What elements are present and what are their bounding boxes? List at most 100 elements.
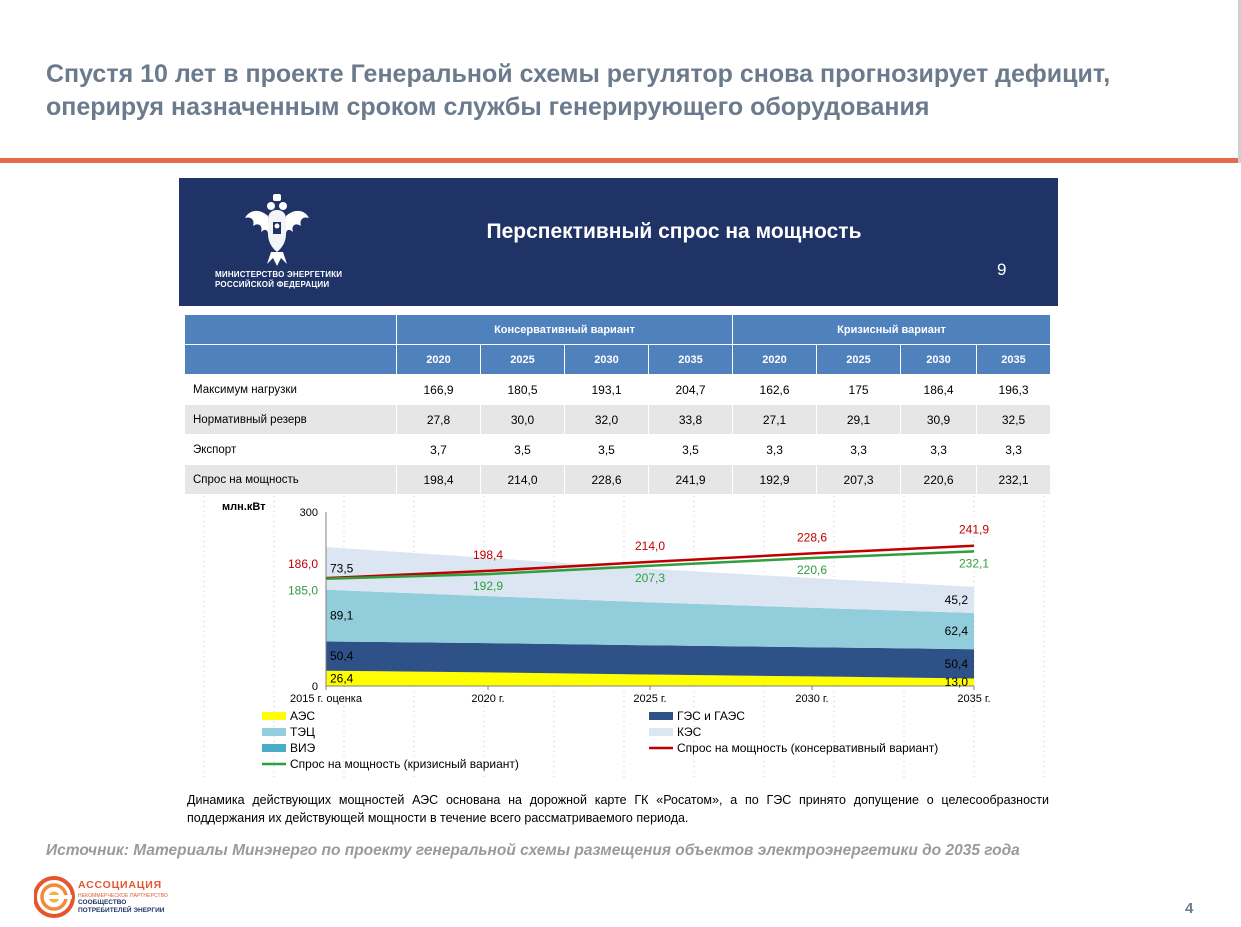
association-logo-icon [34, 876, 75, 918]
area-end-label: 45,2 [945, 593, 969, 607]
x-tick-label: 2030 г. [795, 693, 828, 705]
y-tick-label: 300 [300, 507, 318, 519]
area-series [326, 589, 974, 650]
year-header: 2020 [732, 344, 818, 375]
table-cell: 228,6 [564, 464, 649, 495]
ministry-line1: МИНИСТЕРСТВО ЭНЕРГЕТИКИ [215, 270, 343, 279]
embedded-slide: МИНИСТЕРСТВО ЭНЕРГЕТИКИ РОССИЙСКОЙ ФЕДЕР… [179, 178, 1058, 836]
table-cell: 193,1 [564, 374, 649, 405]
table-group-header-row: Консервативный вариант Кризисный вариант [184, 314, 1052, 345]
table-cell: 186,4 [900, 374, 978, 405]
table-cell: 198,4 [396, 464, 481, 495]
year-header: 2035 [976, 344, 1052, 375]
table-cell: 232,1 [976, 464, 1052, 495]
conservative-demand-label: 241,9 [959, 523, 989, 537]
area-end-label: 13,0 [945, 675, 969, 689]
legend-swatch [649, 712, 673, 720]
panel-title: Перспективный спрос на мощность [486, 220, 862, 243]
x-tick-label: 2025 г. [633, 693, 666, 705]
table-cell: 33,8 [647, 404, 734, 435]
row-label: Экспорт [184, 434, 397, 465]
logo-caption-line1: СООБЩЕСТВО [78, 899, 127, 906]
table-cell: 32,0 [564, 404, 649, 435]
table-cell: 32,5 [976, 404, 1052, 435]
table-cell: 192,9 [732, 464, 818, 495]
crisis-demand-label: 192,9 [473, 579, 503, 593]
table-row: Экспорт 3,7 3,5 3,5 3,5 3,3 3,3 3,3 3,3 [184, 434, 1052, 465]
panel-slide-number: 9 [997, 260, 1007, 279]
legend-swatch [262, 744, 286, 752]
conservative-demand-label: 228,6 [797, 530, 827, 544]
x-tick-label: 2020 г. [471, 693, 504, 705]
table-cell: 162,6 [732, 374, 818, 405]
table-cell: 30,0 [480, 404, 565, 435]
area-end-label: 50,4 [945, 657, 969, 671]
area-start-label: 26,4 [330, 671, 354, 685]
area-series [326, 641, 974, 679]
x-tick-label: 2015 г. оценка [290, 693, 363, 705]
year-header: 2030 [564, 344, 649, 375]
table-cell: 207,3 [816, 464, 902, 495]
right-edge-divider [1238, 0, 1241, 163]
table-cell: 204,7 [647, 374, 734, 405]
y-tick-label: 0 [312, 681, 318, 693]
slide-title-line2: оперируя назначенным сроком службы генер… [46, 93, 930, 121]
crisis-demand-label: 232,1 [959, 556, 989, 570]
table-cell: 3,5 [647, 434, 734, 465]
row-label: Максимум нагрузки [184, 374, 397, 405]
conservative-demand-label: 186,0 [288, 557, 318, 571]
demand-line [325, 550, 975, 580]
table-cell: 220,6 [900, 464, 978, 495]
row-label: Нормативный резерв [184, 404, 397, 435]
table-cell: 3,5 [564, 434, 649, 465]
area-start-label: 50,4 [330, 649, 354, 663]
x-tick-label: 2035 г. [957, 693, 990, 705]
legend-swatch [262, 712, 286, 720]
table-cell: 3,5 [480, 434, 565, 465]
legend-label: АЭС [290, 709, 315, 723]
area-start-label: 89,1 [330, 609, 354, 623]
logo-caption: СООБЩЕСТВО ПОТРЕБИТЕЛЕЙ ЭНЕРГИИ [78, 899, 188, 915]
capacity-demand-table: Консервативный вариант Кризисный вариант… [184, 314, 1052, 495]
table-cell: 3,7 [396, 434, 481, 465]
crisis-demand-label: 185,0 [288, 584, 318, 598]
area-series [326, 547, 974, 614]
table-cell: 214,0 [480, 464, 565, 495]
logo-subtitle: НЕКОММЕРЧЕСКОЕ ПАРТНЕРСТВО [78, 893, 168, 899]
table-cell: 27,1 [732, 404, 818, 435]
ministry-line2: РОССИЙСКОЙ ФЕДЕРАЦИИ [215, 280, 330, 289]
table-cell: 30,9 [900, 404, 978, 435]
year-header: 2035 [647, 344, 734, 375]
table-cell: 180,5 [480, 374, 565, 405]
legend-label: ТЭЦ [290, 725, 315, 739]
year-header: 2030 [900, 344, 978, 375]
legend-label: КЭС [677, 725, 702, 739]
slide-title: Спустя 10 лет в проекте Генеральной схем… [46, 58, 1216, 124]
slide-title-line1: Спустя 10 лет в проекте Генеральной схем… [46, 60, 1111, 88]
page-number: 4 [1185, 900, 1194, 917]
panel-header: МИНИСТЕРСТВО ЭНЕРГЕТИКИ РОССИЙСКОЙ ФЕДЕР… [179, 178, 1058, 306]
crisis-demand-label: 220,6 [797, 563, 827, 577]
table-cell: 3,3 [900, 434, 978, 465]
demand-line [325, 544, 975, 580]
logo-caption-line2: ПОТРЕБИТЕЛЕЙ ЭНЕРГИИ [78, 907, 165, 914]
crisis-demand-label: 207,3 [635, 571, 665, 585]
area-end-label: 62,4 [945, 624, 969, 638]
ministry-label: МИНИСТЕРСТВО ЭНЕРГЕТИКИ РОССИЙСКОЙ ФЕДЕР… [215, 270, 355, 290]
area-series [326, 670, 974, 686]
year-header: 2025 [480, 344, 565, 375]
table-corner-cell [184, 344, 397, 375]
legend-label: ВИЭ [290, 741, 316, 755]
table-row: Нормативный резерв 27,8 30,0 32,0 33,8 2… [184, 404, 1052, 435]
legend-swatch [649, 728, 673, 736]
source-note: Источник: Материалы Минэнерго по проекту… [46, 842, 1020, 859]
panel-footnote: Динамика действующих мощностей АЭС основ… [187, 793, 1049, 825]
conservative-demand-label: 198,4 [473, 548, 503, 562]
table-cell: 3,3 [976, 434, 1052, 465]
table-cell: 166,9 [396, 374, 481, 405]
group-header-crisis: Кризисный вариант [732, 314, 1052, 345]
table-corner-cell [184, 314, 397, 345]
area-start-label: 73,5 [330, 561, 354, 575]
legend-swatch [262, 728, 286, 736]
